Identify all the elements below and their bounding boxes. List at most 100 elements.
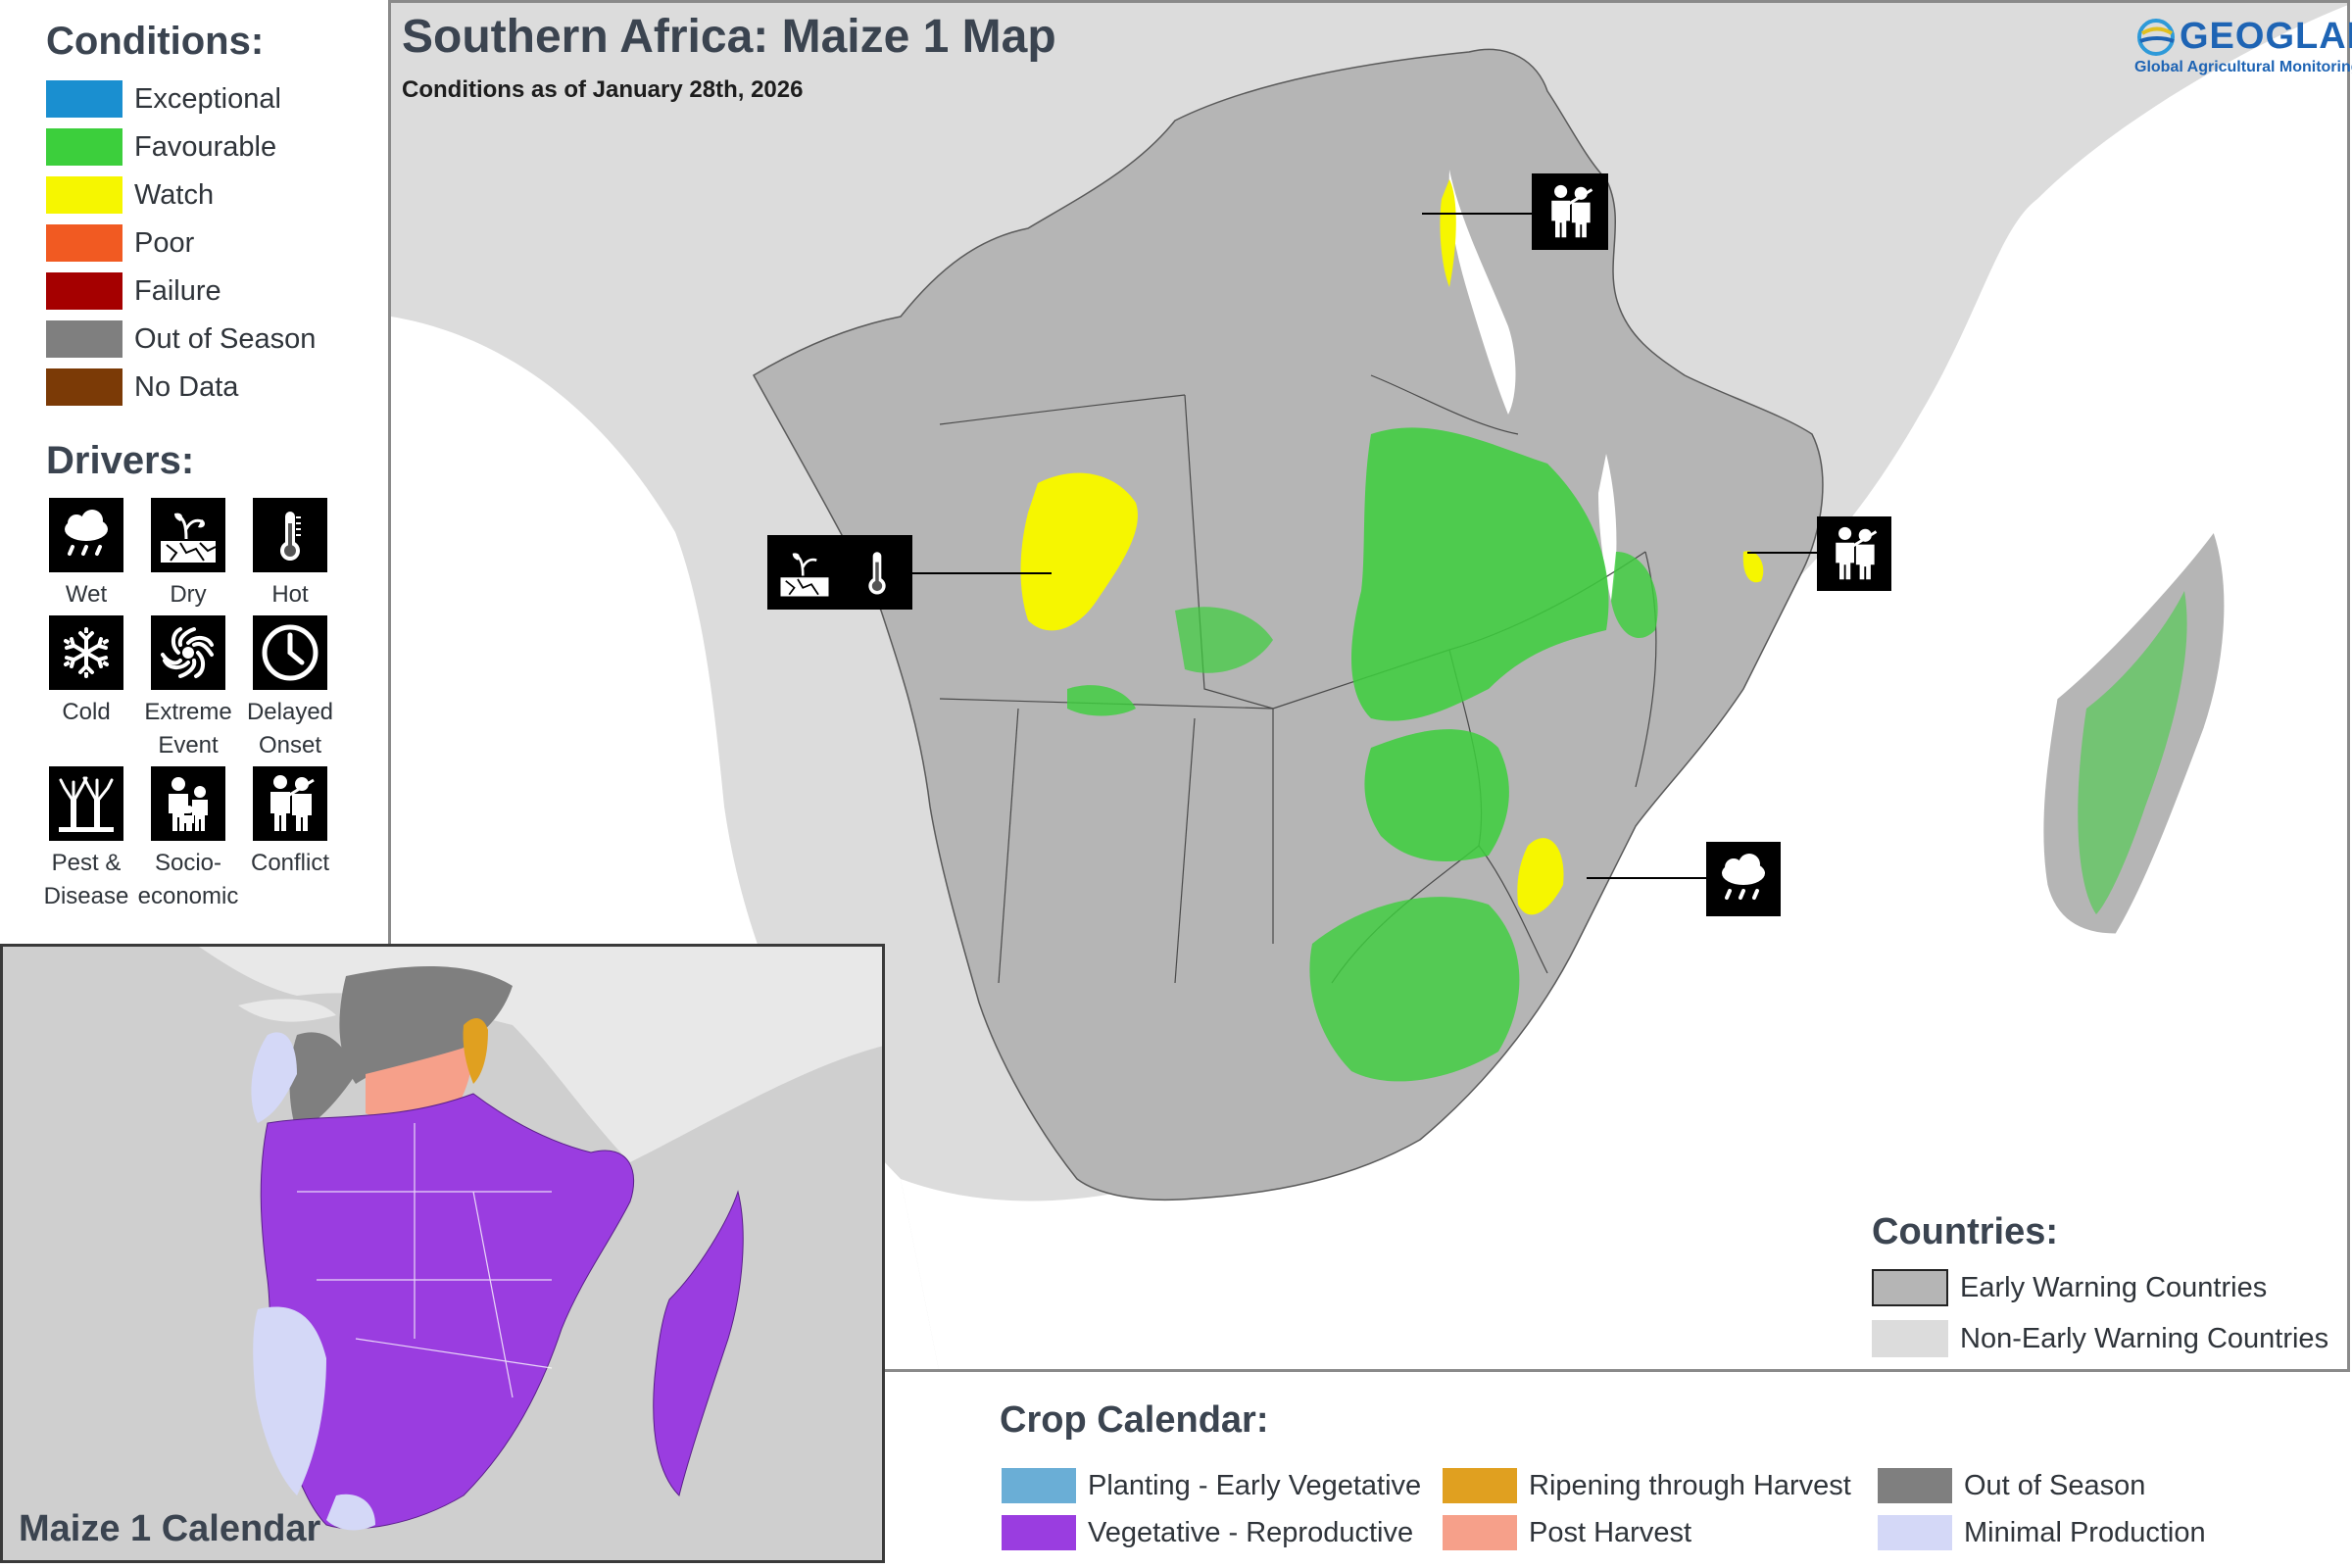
cold-icon <box>49 615 123 690</box>
leader-line <box>1422 213 1535 215</box>
logo-tagline: Global Agricultural Monitoring <box>2134 59 2352 75</box>
legend-label: Early Warning Countries <box>1960 1271 2268 1303</box>
extreme-event-icon <box>151 615 225 690</box>
cc-label: Planting - Early Vegetative <box>1088 1469 1422 1501</box>
driver-label: Wet <box>65 581 108 608</box>
logo-name: GEOGLAM <box>2180 16 2352 57</box>
cc-ripening: Ripening through Harvest <box>1443 1468 1851 1503</box>
driver-socio-economic: Socio-economic <box>134 766 242 913</box>
legend-label: Non-Early Warning Countries <box>1960 1322 2329 1354</box>
socio-economic-icon <box>151 766 225 841</box>
driver-label: Onset <box>258 732 322 759</box>
condition-label: No Data <box>134 370 239 403</box>
driver-label: Extreme <box>144 699 232 725</box>
condition-exceptional: Exceptional <box>46 80 281 118</box>
driver-pest-disease: Pest & Disease <box>32 766 140 913</box>
swatch-minimal <box>1878 1515 1952 1550</box>
swatch-out-of-season <box>46 320 122 358</box>
hot-icon <box>253 498 327 572</box>
indian-ocean <box>901 5 2347 1369</box>
swatch-planting <box>1002 1468 1076 1503</box>
condition-failure: Failure <box>46 272 221 310</box>
drivers-title: Drivers: <box>46 439 195 482</box>
driver-label: Event <box>158 732 219 759</box>
driver-label: Cold <box>62 699 111 725</box>
cc-out-of-season: Out of Season <box>1878 1468 2145 1503</box>
countries-title: Countries: <box>1872 1211 2058 1252</box>
legend-non-early-warning: Non-Early Warning Countries <box>1872 1320 2342 1357</box>
cc-minimal: Minimal Production <box>1878 1515 2206 1550</box>
conflict-icon[interactable] <box>1532 173 1608 250</box>
condition-label: Out of Season <box>134 322 317 355</box>
swatch-exceptional <box>46 80 122 118</box>
driver-label: economic <box>137 883 239 909</box>
swatch-no-data <box>46 368 122 406</box>
hot-icon <box>868 552 886 595</box>
swatch-favourable <box>46 128 122 166</box>
pest-disease-icon <box>49 766 123 841</box>
driver-label: Disease <box>43 883 129 909</box>
inset-ripening <box>463 1018 488 1084</box>
driver-label: Dry <box>170 581 207 608</box>
legend-early-warning: Early Warning Countries <box>1872 1269 2342 1306</box>
conditions-title: Conditions: <box>46 20 265 63</box>
inset-map[interactable]: Maize 1 Calendar <box>0 944 885 1563</box>
swatch-post-harvest <box>1443 1515 1517 1550</box>
driver-conflict: Conflict <box>236 766 344 880</box>
favourable-areas <box>1067 427 2187 1082</box>
driver-delayed-onset: Delayed Onset <box>236 615 344 762</box>
condition-no-data: No Data <box>46 368 238 406</box>
condition-poor: Poor <box>46 224 194 262</box>
cc-post-harvest: Post Harvest <box>1443 1515 1691 1550</box>
conflict-icon[interactable] <box>1817 516 1891 591</box>
early-warning-countries <box>752 48 1824 1201</box>
cc-label: Post Harvest <box>1529 1516 1691 1548</box>
legend-panel: Conditions: Exceptional Favourable Watch… <box>0 0 384 936</box>
condition-out-of-season: Out of Season <box>46 320 316 358</box>
geoglam-logo: GEOGLAM Global Agricultural Monitoring <box>2134 16 2352 76</box>
cc-label: Minimal Production <box>1964 1516 2206 1548</box>
condition-label: Exceptional <box>134 82 281 115</box>
inset-madagascar <box>653 1190 744 1496</box>
driver-extreme-event: Extreme Event <box>134 615 242 762</box>
cc-label: Out of Season <box>1964 1469 2146 1501</box>
lake-malawi <box>1598 454 1617 601</box>
wet-icon <box>49 498 123 572</box>
swatch-non-early-warning <box>1872 1320 1948 1357</box>
swatch-watch <box>46 176 122 214</box>
inset-borders <box>297 1123 553 1398</box>
delayed-onset-icon <box>253 615 327 690</box>
cc-planting: Planting - Early Vegetative <box>1002 1468 1421 1503</box>
angola-driver-group[interactable] <box>767 535 912 610</box>
leader-line <box>912 572 1052 574</box>
cc-vegetative: Vegetative - Reproductive <box>1002 1515 1413 1550</box>
dry-icon <box>780 553 829 597</box>
driver-dry: Dry <box>134 498 242 612</box>
swatch-early-warning <box>1872 1269 1948 1306</box>
inset-out-of-season <box>339 966 513 1084</box>
cc-label: Vegetative - Reproductive <box>1088 1516 1414 1548</box>
driver-cold: Cold <box>32 615 140 729</box>
driver-wet: Wet <box>32 498 140 612</box>
swatch-out-of-season <box>1878 1468 1952 1503</box>
wet-icon[interactable] <box>1706 842 1781 916</box>
leader-line <box>1747 552 1820 554</box>
driver-label: Conflict <box>250 850 330 876</box>
condition-watch: Watch <box>46 176 214 214</box>
conflict-icon <box>253 766 327 841</box>
lake-tanganyika <box>1448 170 1516 415</box>
swatch-poor <box>46 224 122 262</box>
inset-map-canvas <box>3 947 882 1560</box>
inset-minimal <box>251 1032 297 1123</box>
cc-label: Ripening through Harvest <box>1529 1469 1851 1501</box>
map-title: Southern Africa: Maize 1 Map <box>402 11 1056 63</box>
driver-label: Pest & <box>51 850 122 876</box>
inset-non-ew-land <box>199 947 882 1162</box>
crop-calendar-title: Crop Calendar: <box>1000 1399 1269 1441</box>
globe-icon <box>2137 19 2175 56</box>
dry-icon <box>151 498 225 572</box>
condition-label: Failure <box>134 274 221 307</box>
watch-areas <box>1020 179 1764 915</box>
driver-label: Socio- <box>154 850 222 876</box>
swatch-failure <box>46 272 122 310</box>
